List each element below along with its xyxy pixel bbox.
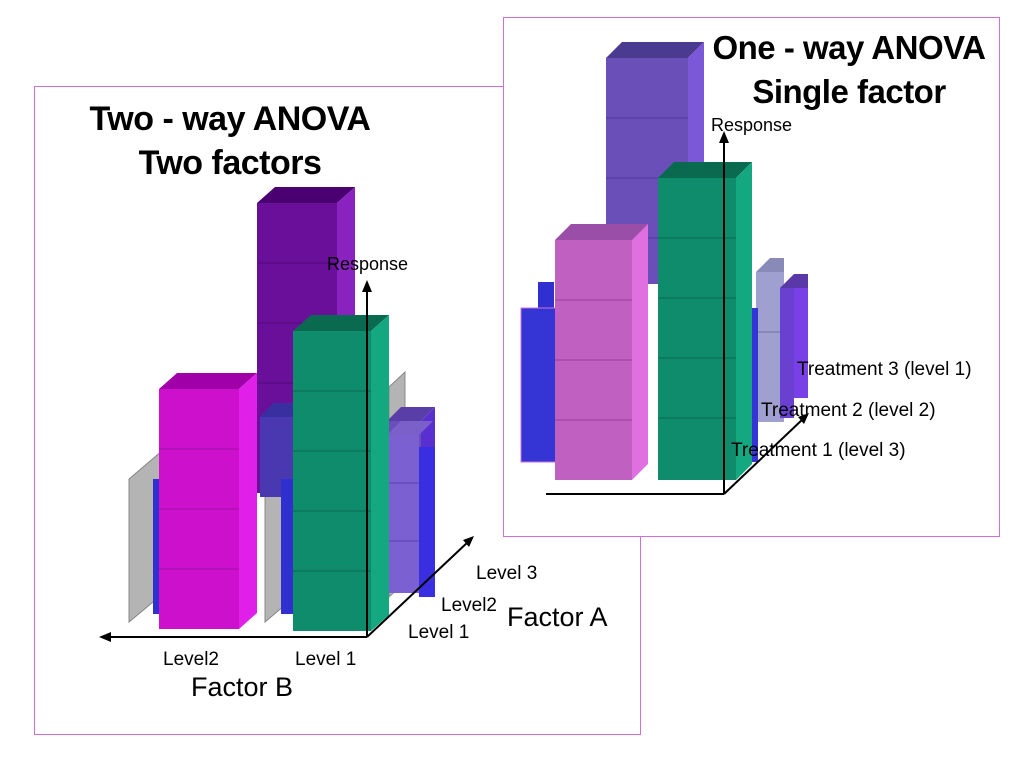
bar-lilac-small — [756, 258, 784, 422]
one-way-anova-panel: Response Treatment 3 (level 1) Treatment… — [503, 17, 1000, 537]
factor-a-level1-label: Level 1 — [408, 622, 469, 643]
bar-violet-small-right — [780, 274, 808, 418]
factor-a-label: Factor A — [507, 602, 608, 632]
two-way-3d-bar-diagram: Response Level 3 Level2 Level 1 Factor A… — [99, 187, 608, 702]
factor-a-level3-label: Level 3 — [476, 563, 537, 584]
one-way-title-line2: Single factor — [752, 73, 946, 110]
blue-slab-mid — [281, 479, 293, 614]
one-way-response-arrowhead — [719, 131, 729, 143]
treatment-1-label: Treatment 1 (level 3) — [731, 440, 906, 461]
blue-slab-left — [153, 479, 163, 614]
one-way-response-label: Response — [711, 115, 792, 135]
bar-magenta — [159, 373, 257, 629]
factor-a-arrowhead — [463, 536, 474, 547]
one-way-depth-axis — [723, 417, 805, 495]
factor-b-label: Factor B — [191, 672, 293, 702]
factor-b-level2-label: Level2 — [163, 649, 219, 670]
treatment-3-label: Treatment 3 (level 1) — [797, 359, 972, 380]
two-way-title-line2: Two factors — [138, 144, 322, 182]
bar-orchid — [555, 224, 648, 480]
two-way-response-label: Response — [327, 254, 408, 274]
bar-green — [293, 315, 389, 631]
response-arrowhead — [362, 280, 372, 292]
bar-green-one — [658, 162, 752, 480]
one-way-depth-arrowhead — [798, 413, 809, 424]
blue-slab-front — [520, 307, 558, 463]
two-way-title: Two - way ANOVA Two factors — [65, 97, 395, 185]
treatment-2-label: Treatment 2 (level 2) — [761, 400, 936, 421]
blue-slab-right — [419, 447, 435, 597]
one-way-title-line1: One - way ANOVA — [712, 29, 986, 66]
bar-violet-right — [387, 421, 433, 593]
two-way-title-line1: Two - way ANOVA — [89, 100, 371, 138]
factor-a-level2-label: Level2 — [441, 595, 497, 616]
one-way-title: One - way ANOVA Single factor — [699, 26, 999, 114]
one-way-3d-bar-diagram: Response Treatment 3 (level 1) Treatment… — [520, 42, 972, 495]
factor-b-level1-label: Level 1 — [295, 649, 356, 670]
factor-b-arrowhead — [99, 632, 111, 642]
factor-a-axis — [366, 540, 470, 638]
